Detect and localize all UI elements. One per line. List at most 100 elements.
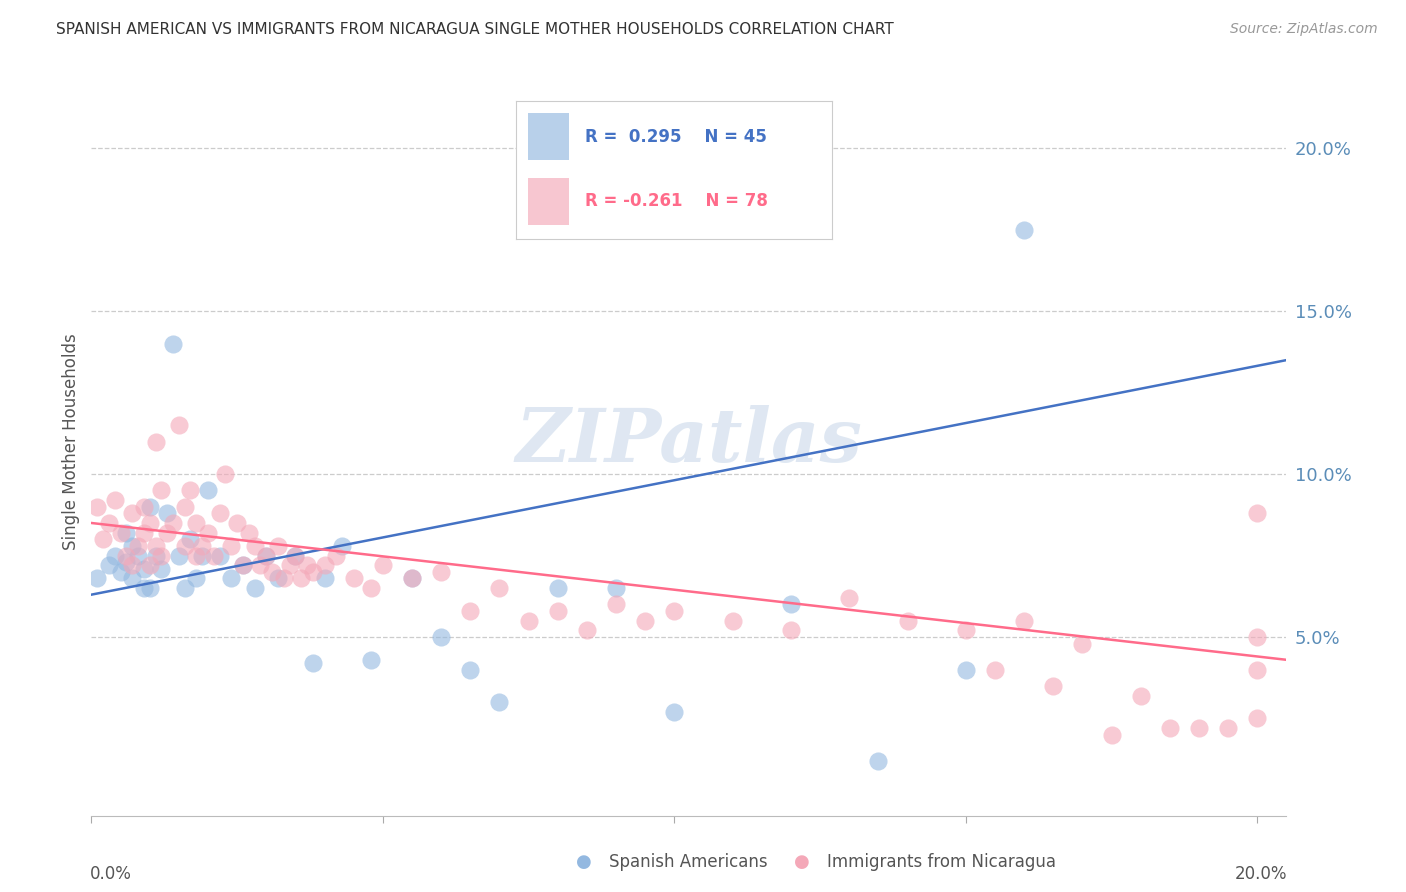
Text: 20.0%: 20.0% bbox=[1236, 865, 1288, 883]
Text: Source: ZipAtlas.com: Source: ZipAtlas.com bbox=[1230, 22, 1378, 37]
Point bbox=[547, 581, 569, 595]
Point bbox=[430, 565, 453, 579]
Point bbox=[145, 549, 167, 563]
Point bbox=[1246, 506, 1268, 520]
Point bbox=[371, 558, 394, 573]
Text: Immigrants from Nicaragua: Immigrants from Nicaragua bbox=[827, 853, 1056, 871]
Point bbox=[167, 418, 190, 433]
Point bbox=[838, 591, 860, 605]
Text: 0.0%: 0.0% bbox=[90, 865, 132, 883]
Point bbox=[121, 558, 143, 573]
Point bbox=[91, 533, 114, 547]
Point bbox=[162, 336, 184, 351]
Point bbox=[1101, 728, 1123, 742]
Point bbox=[254, 549, 277, 563]
Point bbox=[173, 539, 195, 553]
Point bbox=[121, 506, 143, 520]
Text: ●: ● bbox=[793, 853, 810, 871]
Point bbox=[127, 549, 149, 563]
Point bbox=[1159, 721, 1181, 735]
Point bbox=[186, 571, 208, 585]
Point bbox=[243, 539, 266, 553]
Point bbox=[110, 565, 132, 579]
Point bbox=[955, 663, 977, 677]
Point bbox=[132, 581, 155, 595]
Point bbox=[221, 571, 243, 585]
Point bbox=[191, 539, 214, 553]
Point bbox=[138, 516, 160, 530]
Point bbox=[634, 614, 657, 628]
Point bbox=[664, 705, 686, 719]
Point bbox=[104, 493, 127, 508]
Point bbox=[984, 663, 1007, 677]
Point bbox=[262, 565, 284, 579]
Point bbox=[132, 525, 155, 540]
Point bbox=[1246, 630, 1268, 644]
Point bbox=[132, 500, 155, 514]
Point bbox=[605, 581, 627, 595]
Point bbox=[186, 549, 208, 563]
Point bbox=[401, 571, 423, 585]
Text: Spanish Americans: Spanish Americans bbox=[609, 853, 768, 871]
Point bbox=[167, 549, 190, 563]
Point bbox=[488, 695, 510, 709]
Point bbox=[249, 558, 271, 573]
Point bbox=[780, 598, 803, 612]
Point bbox=[575, 624, 598, 638]
Point bbox=[290, 571, 312, 585]
Point bbox=[1012, 223, 1035, 237]
Point bbox=[173, 500, 195, 514]
Point bbox=[86, 571, 108, 585]
Point bbox=[121, 539, 143, 553]
Point bbox=[1071, 636, 1094, 650]
Point bbox=[955, 624, 977, 638]
Text: SPANISH AMERICAN VS IMMIGRANTS FROM NICARAGUA SINGLE MOTHER HOUSEHOLDS CORRELATI: SPANISH AMERICAN VS IMMIGRANTS FROM NICA… bbox=[56, 22, 894, 37]
Point bbox=[302, 656, 325, 670]
Point bbox=[173, 581, 195, 595]
Point bbox=[278, 558, 301, 573]
Point bbox=[97, 558, 120, 573]
Point bbox=[97, 516, 120, 530]
Point bbox=[267, 539, 290, 553]
Point bbox=[868, 754, 890, 768]
Point bbox=[191, 549, 214, 563]
Point bbox=[1129, 689, 1152, 703]
Point bbox=[314, 571, 336, 585]
Point bbox=[115, 549, 138, 563]
Point bbox=[343, 571, 366, 585]
Point bbox=[401, 571, 423, 585]
Point bbox=[150, 483, 173, 498]
Point bbox=[232, 558, 254, 573]
Point bbox=[1012, 614, 1035, 628]
Point bbox=[1188, 721, 1211, 735]
Point bbox=[664, 604, 686, 618]
Point bbox=[1218, 721, 1240, 735]
Point bbox=[896, 614, 918, 628]
Point bbox=[284, 549, 307, 563]
Point bbox=[208, 549, 231, 563]
Point bbox=[214, 467, 236, 482]
Point bbox=[1246, 663, 1268, 677]
Point bbox=[115, 555, 138, 569]
Point bbox=[267, 571, 290, 585]
Y-axis label: Single Mother Households: Single Mother Households bbox=[62, 334, 80, 549]
Point bbox=[156, 525, 179, 540]
Point bbox=[547, 604, 569, 618]
Point bbox=[488, 581, 510, 595]
Point bbox=[162, 516, 184, 530]
Point bbox=[284, 549, 307, 563]
Point bbox=[145, 434, 167, 449]
Point bbox=[138, 558, 160, 573]
Point bbox=[179, 533, 201, 547]
Point bbox=[238, 525, 260, 540]
Point bbox=[156, 506, 179, 520]
Point bbox=[186, 516, 208, 530]
Point bbox=[1042, 679, 1064, 693]
Point bbox=[1246, 711, 1268, 725]
Point bbox=[221, 539, 243, 553]
Point bbox=[150, 549, 173, 563]
Point bbox=[325, 549, 347, 563]
Point bbox=[273, 571, 295, 585]
Point bbox=[243, 581, 266, 595]
Point bbox=[150, 561, 173, 575]
